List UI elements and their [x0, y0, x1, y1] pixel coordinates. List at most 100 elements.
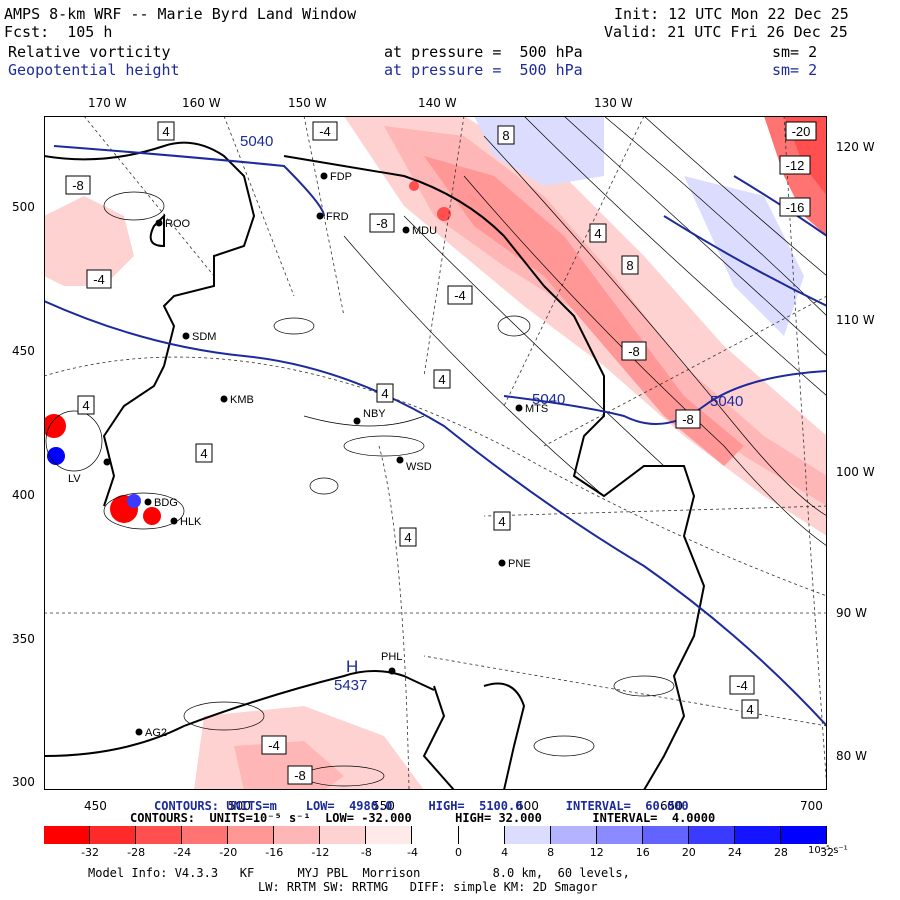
bottom-tick-label: 650 [660, 799, 683, 813]
svg-text:HLK: HLK [180, 516, 202, 528]
colorbar-units: 10⁻⁵ s⁻¹ [808, 845, 848, 856]
vorticity-cell [437, 207, 451, 221]
svg-text:4: 4 [381, 386, 388, 401]
station-marker: HLK [170, 516, 202, 528]
svg-text:BDG: BDG [154, 497, 178, 509]
station-marker: PNE [498, 558, 531, 570]
colorbar-tick-label: 28 [773, 846, 788, 859]
colorbar-segment [596, 826, 643, 844]
height-contour-info: CONTOURS: UNITS=m LOW= 4980.0 HIGH= 5100… [154, 799, 689, 813]
colorbar-tick-label: -32 [81, 846, 100, 859]
station-marker: WSD [396, 456, 432, 473]
valid-time: Valid: 21 UTC Fri 26 Dec 25 [604, 23, 848, 41]
svg-text:-20: -20 [792, 124, 811, 139]
svg-text:PHL: PHL [381, 651, 402, 663]
colorbar-segment [780, 826, 827, 844]
vort-label-box: -20 [785, 121, 817, 141]
colorbar-segment [734, 826, 781, 844]
colorbar-segment [504, 826, 551, 844]
top-tick-label: 170 W [88, 96, 127, 110]
vort-label-box: 4 [493, 511, 511, 531]
vorticity-shading [44, 196, 134, 286]
vort-label-box: -8 [621, 341, 647, 361]
colorbar-tick-label: 12 [589, 846, 604, 859]
svg-text:-8: -8 [72, 178, 84, 193]
vort-label-box: 4 [741, 699, 759, 719]
colorbar-tick-label: 8 [547, 846, 555, 859]
svg-text:8: 8 [502, 128, 509, 143]
vorticity-cell [44, 414, 66, 438]
svg-text:KMB: KMB [230, 394, 254, 406]
colorbar-segment [642, 826, 689, 844]
svg-text:-4: -4 [319, 124, 331, 139]
colorbar-segment [228, 826, 275, 844]
colorbar [44, 826, 827, 844]
height-label: 5040 [240, 133, 273, 150]
bottom-tick-label: 550 [372, 799, 395, 813]
station-marker: PHL [381, 651, 402, 675]
svg-text:FDP: FDP [330, 171, 352, 183]
vort-label-box: 8 [497, 125, 515, 145]
bottom-tick-label: 700 [800, 799, 823, 813]
colorbar-segment [44, 826, 91, 844]
vorticity-cell [127, 494, 141, 508]
station-marker: MDU [402, 225, 437, 237]
svg-text:4: 4 [438, 372, 445, 387]
vort-label-box: -4 [86, 269, 112, 289]
vorticity-cell [409, 181, 419, 191]
high-marker: H [346, 657, 358, 676]
colorbar-tick-label: 16 [635, 846, 650, 859]
height-label: 5040 [532, 391, 565, 408]
svg-text:4: 4 [746, 702, 753, 717]
right-tick-label: 80 W [836, 749, 867, 763]
colorbar-tick-label: -16 [265, 846, 284, 859]
svg-text:-12: -12 [786, 158, 805, 173]
left-tick-label: 350 [12, 632, 35, 646]
svg-text:MDU: MDU [412, 225, 437, 237]
colorbar-segment [320, 826, 367, 844]
top-tick-label: 150 W [288, 96, 327, 110]
map-panel: 5040 5040 5040 5437 H 4 4 4 4 4 4 4 4 4 … [44, 116, 827, 790]
model-info: Model Info: V4.3.3 KF MYJ PBL Morrison 8… [88, 866, 630, 880]
field2-smoothing: sm= 2 [772, 61, 818, 79]
vort-label-box: 4 [399, 527, 417, 547]
svg-text:8: 8 [626, 258, 633, 273]
svg-text:-4: -4 [93, 272, 105, 287]
vorticity-labels: 4 4 4 4 4 4 4 4 4 -4 -4 -4 -4 -4 8 8 -8 … [65, 121, 817, 785]
top-tick-label: 130 W [594, 96, 633, 110]
colorbar-segment [274, 826, 321, 844]
map-title: AMPS 8-km WRF -- Marie Byrd Land Window [4, 5, 357, 23]
vort-label-box: -4 [447, 285, 473, 305]
colorbar-segment [458, 826, 505, 844]
svg-text:-4: -4 [736, 678, 748, 693]
field2-name: Geopotential height [8, 61, 180, 79]
station-marker: BDG [144, 497, 178, 509]
vorticity-contour-info: CONTOURS: UNITS=10⁻⁵ s⁻¹ LOW= -32.000 HI… [130, 811, 716, 825]
svg-text:4: 4 [404, 530, 411, 545]
vort-label-box: -8 [287, 765, 313, 785]
vort-label-box: -16 [779, 197, 811, 217]
svg-text:LV: LV [68, 473, 81, 485]
station-marker: FRD [316, 211, 349, 223]
svg-text:FRD: FRD [326, 211, 349, 223]
vort-label-box: 4 [433, 369, 451, 389]
field1-level: at pressure = 500 hPa [384, 43, 583, 61]
colorbar-tick-label: 32 [820, 846, 834, 859]
colorbar-tick-label: -8 [360, 846, 372, 859]
vort-label-box: -4 [261, 735, 287, 755]
vort-label-box: -8 [369, 213, 395, 233]
left-tick-label: 500 [12, 200, 35, 214]
vort-label-box: 4 [77, 395, 95, 415]
forecast-hour: Fcst: 105 h [4, 23, 113, 41]
svg-text:SDM: SDM [192, 331, 216, 343]
right-tick-label: 120 W [836, 140, 875, 154]
svg-text:4: 4 [594, 226, 601, 241]
station-marker: ROO [155, 218, 191, 230]
colorbar-segment [90, 826, 137, 844]
field1-name: Relative vorticity [8, 43, 171, 61]
right-tick-label: 90 W [836, 606, 867, 620]
colorbar-tick-label: 20 [681, 846, 696, 859]
vort-label-box: 4 [157, 121, 175, 141]
svg-text:-8: -8 [682, 412, 694, 427]
top-tick-label: 160 W [182, 96, 221, 110]
